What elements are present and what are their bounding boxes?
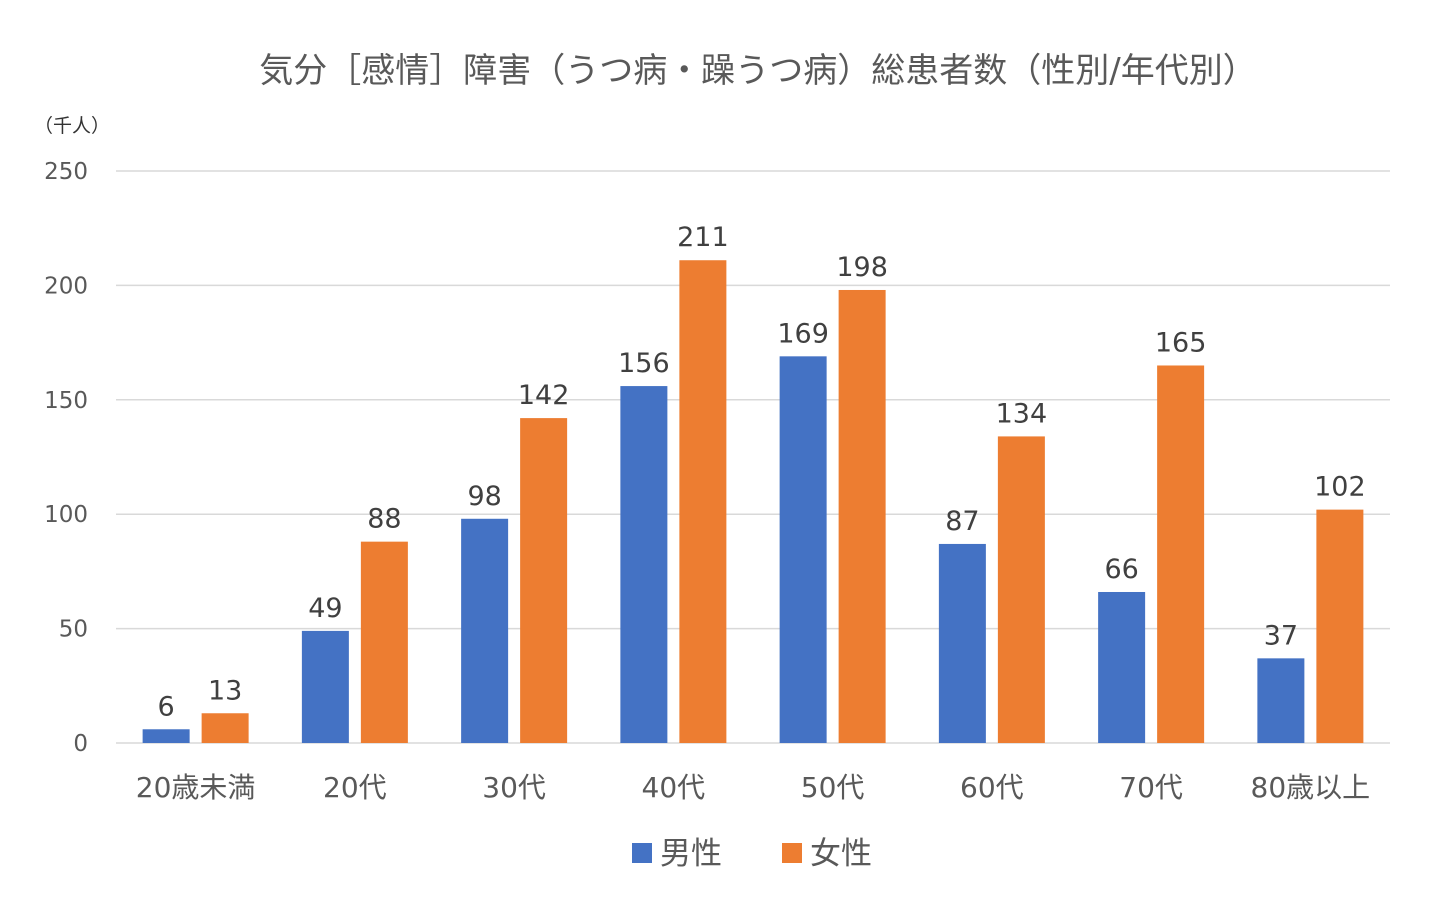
bar-male xyxy=(620,386,668,743)
x-tick-label: 20歳未満 xyxy=(136,771,256,804)
x-tick-label: 20代 xyxy=(323,771,387,804)
data-label: 134 xyxy=(996,398,1048,429)
y-tick-label: 50 xyxy=(59,617,88,643)
legend-label: 男性 xyxy=(660,836,722,872)
data-label: 66 xyxy=(1104,554,1138,585)
x-tick-label: 40代 xyxy=(642,771,706,804)
bar-female xyxy=(520,418,568,743)
data-label: 198 xyxy=(836,252,888,283)
legend: 男性 女性 xyxy=(632,836,872,872)
data-label: 13 xyxy=(208,675,242,706)
x-tick-label: 50代 xyxy=(801,771,865,804)
data-label: 211 xyxy=(677,222,729,253)
data-label: 88 xyxy=(367,504,401,535)
bar-female xyxy=(1157,365,1205,743)
bar-male xyxy=(1098,591,1146,743)
bar-female xyxy=(997,436,1045,743)
bar-female xyxy=(1316,509,1364,743)
data-label: 169 xyxy=(777,318,829,349)
bar-female xyxy=(201,713,249,743)
y-axis-ticks: 0 50 100 150 200 250 xyxy=(44,159,88,757)
x-tick-label: 60代 xyxy=(960,771,1024,804)
data-label: 165 xyxy=(1155,327,1207,358)
x-axis-ticks: 20歳未満 20代 30代 40代 50代 60代 70代 80歳以上 xyxy=(136,771,1370,804)
bar-female xyxy=(679,260,727,743)
data-label: 49 xyxy=(308,593,342,624)
bar-female xyxy=(838,289,886,743)
bar-male xyxy=(938,543,986,743)
data-label: 37 xyxy=(1264,620,1298,651)
x-tick-label: 80歳以上 xyxy=(1251,771,1371,804)
bar-male xyxy=(779,356,827,743)
y-tick-label: 250 xyxy=(44,159,88,185)
bar-male xyxy=(301,630,349,743)
bar-female xyxy=(360,541,408,743)
data-label: 98 xyxy=(467,481,501,512)
data-label: 156 xyxy=(618,348,670,379)
y-axis-unit-label: （千人） xyxy=(34,115,110,137)
data-label: 102 xyxy=(1314,472,1366,503)
y-tick-label: 0 xyxy=(73,731,88,757)
y-tick-label: 100 xyxy=(44,502,88,528)
y-tick-label: 200 xyxy=(44,273,88,299)
x-tick-label: 70代 xyxy=(1119,771,1183,804)
data-labels: 6 13 49 88 98 142 156 211 169 198 87 134 66 165 37 102 xyxy=(158,222,1366,722)
y-tick-label: 150 xyxy=(44,388,88,414)
x-tick-label: 30代 xyxy=(482,771,546,804)
data-label: 87 xyxy=(945,506,979,537)
chart-title: 気分［感情］障害（うつ病・躁うつ病）総患者数（性別/年代別） xyxy=(259,51,1256,91)
legend-label: 女性 xyxy=(810,836,872,872)
data-label: 6 xyxy=(158,691,175,722)
bars xyxy=(142,260,1364,743)
data-label: 142 xyxy=(518,380,570,411)
legend-swatch xyxy=(782,843,802,863)
bar-male xyxy=(142,729,190,743)
bar-male xyxy=(461,518,509,743)
bar-male xyxy=(1257,658,1305,743)
legend-swatch xyxy=(632,843,652,863)
